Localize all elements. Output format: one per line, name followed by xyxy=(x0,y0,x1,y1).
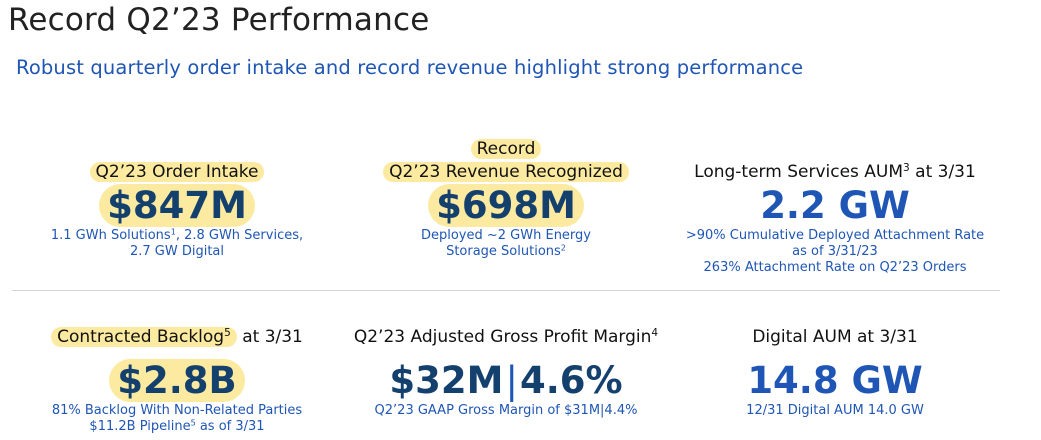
services-aum-label: Long-term Services AUM3 at 3/31 xyxy=(694,162,976,182)
backlog-note-line1: 81% Backlog With Non-Related Parties xyxy=(51,403,303,418)
revenue-note-line2: Storage Solutions2 xyxy=(446,243,566,259)
gross-margin-card: Q2’23 Adjusted Gross Profit Margin4 $32M… xyxy=(346,326,666,419)
digital-aum-label: Digital AUM at 3/31 xyxy=(752,327,918,347)
gross-margin-note: Q2’23 GAAP Gross Margin of $31M|4.4% xyxy=(374,403,638,418)
digital-aum-note: 12/31 Digital AUM 14.0 GW xyxy=(746,403,924,418)
section-divider xyxy=(12,290,1000,291)
order-intake-card: Q2’23 Order Intake $847M 1.1 GWh Solutio… xyxy=(17,161,337,260)
order-intake-value: $847M xyxy=(99,184,255,227)
revenue-label-record: Record xyxy=(470,139,542,159)
page-title: Record Q2’23 Performance xyxy=(8,2,430,38)
services-aum-value: 2.2 GW xyxy=(760,184,910,227)
backlog-note-line2: $11.2B Pipeline5 as of 3/31 xyxy=(89,418,265,434)
backlog-value: $2.8B xyxy=(109,359,245,402)
gross-margin-value: $32M|4.6% xyxy=(389,359,623,402)
order-intake-note-line2: 2.7 GW Digital xyxy=(129,244,225,259)
page-subtitle: Robust quarterly order intake and record… xyxy=(16,56,804,79)
gross-margin-label: Q2’23 Adjusted Gross Profit Margin4 xyxy=(353,327,659,347)
services-aum-note-line2: as of 3/31/23 xyxy=(792,244,878,259)
services-aum-note-line3: 263% Attachment Rate on Q2’23 Orders xyxy=(703,260,967,275)
services-aum-note-line1: >90% Cumulative Deployed Attachment Rate xyxy=(685,228,985,243)
digital-aum-value: 14.8 GW xyxy=(747,359,923,402)
order-intake-label: Q2’23 Order Intake xyxy=(89,162,265,182)
digital-aum-card: Digital AUM at 3/31 14.8 GW 12/31 Digita… xyxy=(675,326,995,419)
services-aum-card: Long-term Services AUM3 at 3/31 2.2 GW >… xyxy=(675,161,995,276)
backlog-card: Contracted Backlog5 at 3/31 $2.8B 81% Ba… xyxy=(17,326,337,435)
revenue-card: Record Q2’23 Revenue Recognized $698M De… xyxy=(346,138,666,260)
backlog-label: Contracted Backlog5 at 3/31 xyxy=(51,326,303,349)
revenue-label: Q2’23 Revenue Recognized xyxy=(383,162,629,182)
revenue-note-line1: Deployed ~2 GWh Energy xyxy=(420,228,591,243)
order-intake-note: 1.1 GWh Solutions1, 2.8 GWh Services, xyxy=(50,227,304,243)
revenue-value: $698M xyxy=(428,184,584,227)
